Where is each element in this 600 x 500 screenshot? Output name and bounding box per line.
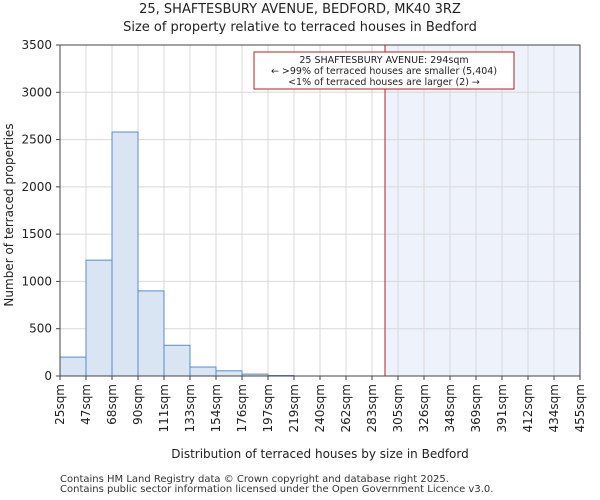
x-axis-label: Distribution of terraced houses by size … <box>171 447 468 461</box>
x-tick-label: 455sqm <box>573 384 587 432</box>
annotation-line-1: 25 SHAFTESBURY AVENUE: 294sqm <box>299 55 468 66</box>
y-ticks: 0 500 1000 1500 2000 2500 3000 3500 <box>21 38 60 383</box>
annotation-line-2: ← >99% of terraced houses are smaller (5… <box>271 66 497 77</box>
x-tick-label: 262sqm <box>339 384 353 432</box>
y-axis-label: Number of terraced properties <box>2 123 16 306</box>
bar-154sqm <box>215 370 243 377</box>
bars <box>59 131 295 377</box>
x-tick-label: 348sqm <box>443 384 457 432</box>
y-tick-label: 2500 <box>21 133 52 147</box>
x-tick-label: 283sqm <box>365 384 379 432</box>
x-tick-label: 176sqm <box>235 384 249 432</box>
y-tick-label: 1000 <box>21 274 52 288</box>
bar-25sqm <box>59 356 87 377</box>
x-tick-label: 391sqm <box>495 384 509 432</box>
x-tick-label: 412sqm <box>521 384 535 432</box>
y-tick-label: 3500 <box>21 38 52 52</box>
x-tick-label: 326sqm <box>417 384 431 432</box>
x-tick-label: 90sqm <box>131 384 145 425</box>
annotation-line-3: <1% of terraced houses are larger (2) → <box>288 77 480 88</box>
x-tick-label: 305sqm <box>391 384 405 432</box>
x-tick-label: 25sqm <box>53 384 67 425</box>
x-ticks: 25sqm 47sqm 68sqm 90sqm 111sqm 133sqm 154sqm 17… <box>53 376 587 432</box>
y-tick-label: 3000 <box>21 85 52 99</box>
bar-133sqm <box>189 366 217 377</box>
bar-111sqm <box>163 344 191 377</box>
x-tick-label: 133sqm <box>183 384 197 432</box>
annotation-box: 25 SHAFTESBURY AVENUE: 294sqm ← >99% of … <box>253 51 515 90</box>
bar-90sqm <box>137 290 165 377</box>
bar-68sqm <box>111 131 139 377</box>
y-tick-label: 1500 <box>21 227 52 241</box>
x-tick-label: 369sqm <box>469 384 483 432</box>
x-tick-label: 219sqm <box>287 384 301 432</box>
x-tick-label: 111sqm <box>157 384 171 432</box>
x-tick-label: 47sqm <box>79 384 93 425</box>
footer-line-2: Contains public sector information licen… <box>60 484 494 495</box>
y-tick-label: 500 <box>29 322 52 336</box>
annotation-frame <box>253 51 515 90</box>
x-tick-label: 154sqm <box>209 384 223 432</box>
x-tick-label: 434sqm <box>547 384 561 432</box>
chart-title: 25, SHAFTESBURY AVENUE, BEDFORD, MK40 3R… <box>139 2 461 17</box>
bar-47sqm <box>85 259 113 377</box>
x-tick-label: 68sqm <box>105 384 119 425</box>
x-tick-label: 240sqm <box>313 384 327 432</box>
larger-region-highlight <box>385 45 580 376</box>
chart-subtitle: Size of property relative to terraced ho… <box>123 20 477 35</box>
y-tick-label: 2000 <box>21 180 52 194</box>
footer-line-1: Contains HM Land Registry data © Crown c… <box>60 474 449 485</box>
x-tick-label: 197sqm <box>261 384 275 432</box>
y-tick-label: 0 <box>44 369 52 383</box>
